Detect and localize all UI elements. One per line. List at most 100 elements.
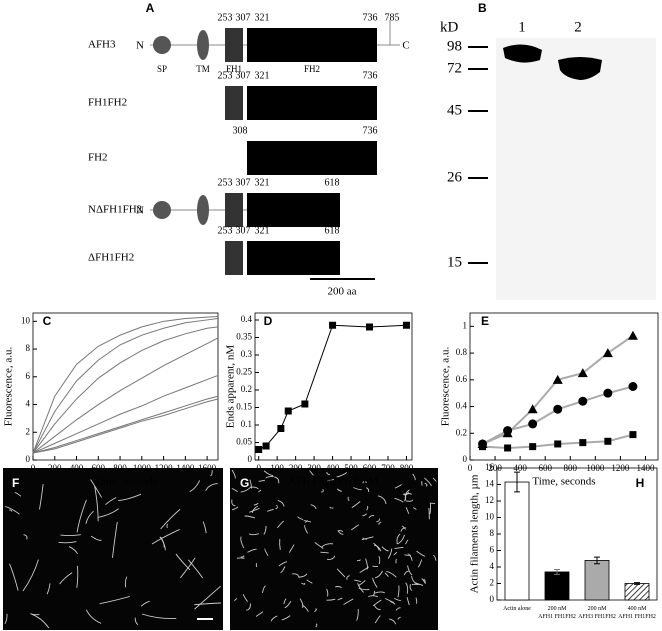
y-tick-label: 0.8 [456, 347, 468, 357]
panel-a: A AFH3 N 253 307 321 736 785 C SP TM FH1… [88, 1, 410, 297]
marker [255, 446, 263, 453]
y-tick-label: 0.35 [236, 332, 252, 342]
x-tick-label: 200 nM AFH1 FH1FH2 [538, 606, 576, 620]
marker [503, 426, 513, 436]
filament [421, 578, 426, 584]
y-axis-label: Ends apparent, nM [225, 345, 237, 429]
filament [416, 550, 426, 557]
filament [343, 598, 354, 605]
y-tick-label: 10 [485, 512, 495, 522]
plot-frame [469, 312, 659, 461]
filament [210, 469, 213, 477]
domain-label: FH2 [304, 64, 320, 74]
filament [281, 615, 291, 621]
marker [627, 330, 638, 340]
filament [336, 488, 342, 492]
filament [377, 495, 387, 505]
y-tick-label: 0.05 [236, 437, 252, 447]
filament [242, 594, 248, 602]
filament [274, 476, 280, 484]
filament [205, 483, 218, 492]
filament [288, 544, 295, 553]
filament [4, 613, 8, 625]
position: 618 [325, 225, 340, 236]
filament [353, 487, 362, 491]
marker [579, 439, 587, 447]
filament [362, 513, 367, 517]
filament [266, 508, 274, 512]
y-tick-label: 4 [26, 399, 31, 409]
panel-f: F [3, 468, 223, 630]
filament [284, 600, 292, 609]
filament [90, 535, 102, 541]
position: 307 [236, 225, 251, 236]
filament [412, 507, 417, 511]
marker [578, 396, 588, 406]
domain-label: FH1 [226, 64, 242, 74]
filament [94, 485, 99, 522]
filament [354, 579, 362, 582]
filament [429, 503, 431, 515]
x-tick-label: 200 nM AFH3 FH1FH2 [578, 606, 616, 620]
x-tick-label: 400 [326, 463, 340, 473]
filament [76, 499, 87, 533]
gel-band [558, 57, 602, 80]
filament [357, 559, 361, 562]
y-tick-label: 0.2 [241, 384, 252, 394]
x-axis-label: Time, seconds [94, 476, 157, 488]
filament [326, 555, 336, 560]
x-tick-label-line: AFH1 FH1FH2 [538, 614, 576, 620]
filament [234, 597, 238, 602]
filament [358, 579, 366, 586]
filament [310, 504, 317, 509]
position: 253 [218, 177, 233, 188]
filament [405, 507, 410, 514]
filament [141, 613, 177, 620]
error-bar [514, 471, 520, 493]
filament [394, 497, 404, 503]
filament [405, 582, 409, 594]
bar [624, 583, 650, 601]
filament [415, 597, 418, 604]
filament [105, 497, 117, 506]
position: 321 [255, 225, 270, 236]
filament [390, 600, 396, 605]
filament [385, 598, 394, 603]
domain-label: SP [157, 64, 167, 74]
filament [283, 598, 287, 605]
y-tick-label: 10 [21, 315, 31, 325]
line [32, 315, 219, 454]
y-tick-label: 4 [490, 561, 495, 571]
marker-label: 98 [447, 38, 462, 54]
x-tick-label: 200 [48, 463, 62, 473]
y-tick-label: 12 [485, 495, 494, 505]
filament [309, 469, 314, 476]
filament [384, 572, 389, 577]
filament [373, 544, 382, 552]
filament [4, 505, 20, 515]
filament [394, 597, 401, 602]
panel-letter: H [636, 476, 645, 490]
gel-band [503, 44, 542, 63]
y-tick-label: 16 [485, 462, 495, 472]
y-tick-label: 14 [485, 479, 495, 489]
filament [356, 609, 359, 621]
fh2-domain [247, 28, 377, 62]
filament [361, 536, 374, 540]
filament [160, 536, 166, 551]
filament [403, 570, 409, 576]
filament [336, 568, 346, 578]
micrograph [3, 468, 223, 630]
panel-b: B kD 1 2 98 72 45 26 15 [440, 1, 656, 300]
domain-label: TM [196, 64, 210, 74]
filament [231, 499, 236, 507]
filament [90, 479, 103, 498]
marker [554, 440, 562, 448]
filament [405, 539, 409, 545]
filament [389, 618, 397, 625]
y-tick-label: 0.2 [456, 427, 467, 437]
tm-domain [197, 195, 209, 225]
x-tick-label: 100 [270, 463, 284, 473]
filament [278, 561, 288, 567]
position: 321 [255, 70, 270, 81]
